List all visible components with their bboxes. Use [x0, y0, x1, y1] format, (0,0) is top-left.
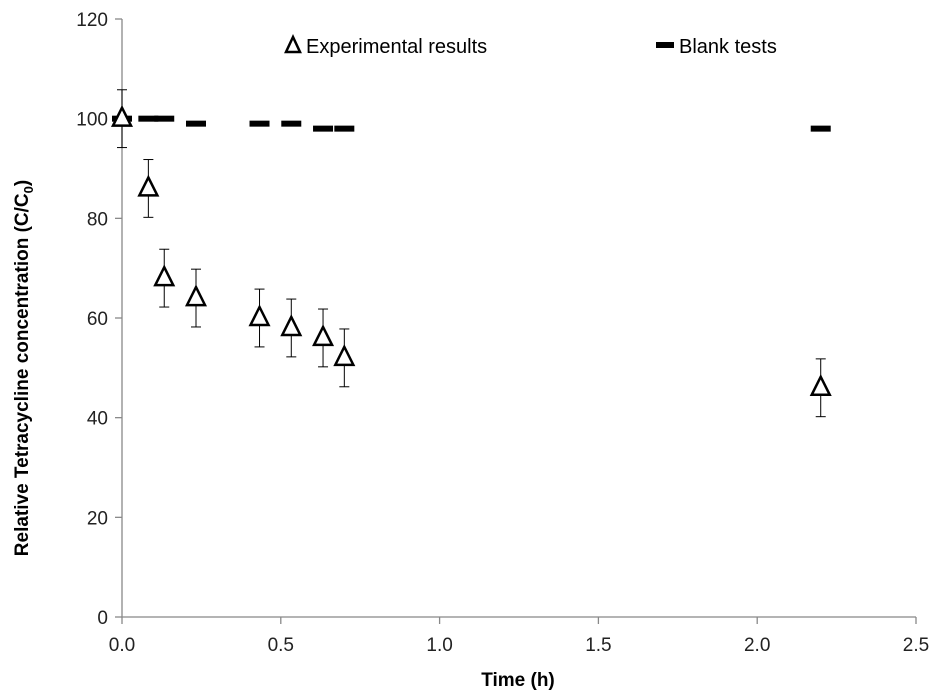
blank-test-dash	[138, 115, 159, 122]
y-ticks: 0 20 40 60 80 100 120	[76, 10, 122, 629]
x-tick-label: 2.5	[903, 635, 929, 656]
y-axis-title: Relative Tetracycline concentration (C/C…	[12, 180, 36, 556]
x-tick-label: 2.0	[744, 635, 770, 656]
blank-test-dash	[334, 125, 355, 132]
y-tick-label: 60	[87, 309, 108, 330]
experimental-point	[333, 344, 356, 367]
y-axis-title-subscript: 0	[21, 186, 36, 193]
y-tick-label: 20	[87, 508, 108, 529]
legend-dash-icon	[656, 42, 674, 48]
blank-test-dash	[249, 120, 270, 127]
legend-label-experimental: Experimental results	[306, 36, 487, 58]
experimental-results-series	[110, 89, 832, 418]
legend-item-experimental: Experimental results	[284, 34, 487, 58]
experimental-point	[184, 284, 208, 307]
experimental-point	[248, 304, 271, 327]
experimental-point	[280, 314, 303, 337]
axes	[121, 19, 916, 618]
x-ticks: 0.0 0.5 1.0 1.5 2.0 2.5	[109, 617, 929, 656]
legend: Experimental results Blank tests	[284, 34, 777, 58]
legend-triangle-icon	[284, 34, 302, 54]
blank-tests-series	[112, 115, 831, 132]
experimental-point	[312, 324, 335, 347]
experimental-point	[153, 264, 176, 287]
x-tick-label: 1.5	[585, 635, 611, 656]
blank-test-dash	[281, 120, 302, 127]
blank-test-dash	[313, 125, 334, 132]
legend-item-blank: Blank tests	[656, 36, 777, 58]
y-tick-label: 40	[87, 409, 108, 430]
x-axis-title: Time (h)	[481, 670, 555, 691]
y-axis-title-suffix: )	[12, 180, 33, 186]
x-tick-label: 1.0	[426, 635, 452, 656]
legend-label-blank: Blank tests	[679, 36, 777, 58]
blank-test-dash	[154, 115, 175, 122]
y-tick-label: 0	[97, 608, 108, 629]
experimental-point	[809, 373, 832, 397]
y-axis-title-main: Relative Tetracycline concentration (C/C	[12, 193, 33, 556]
y-tick-label: 80	[87, 209, 108, 230]
x-tick-label: 0.0	[109, 635, 135, 656]
blank-test-dash	[810, 125, 831, 132]
x-tick-label: 0.5	[268, 635, 294, 656]
experimental-point	[110, 104, 134, 127]
y-tick-label: 120	[76, 10, 108, 31]
y-tick-label: 100	[76, 110, 108, 131]
experimental-point	[137, 174, 160, 197]
blank-test-dash	[186, 120, 207, 127]
